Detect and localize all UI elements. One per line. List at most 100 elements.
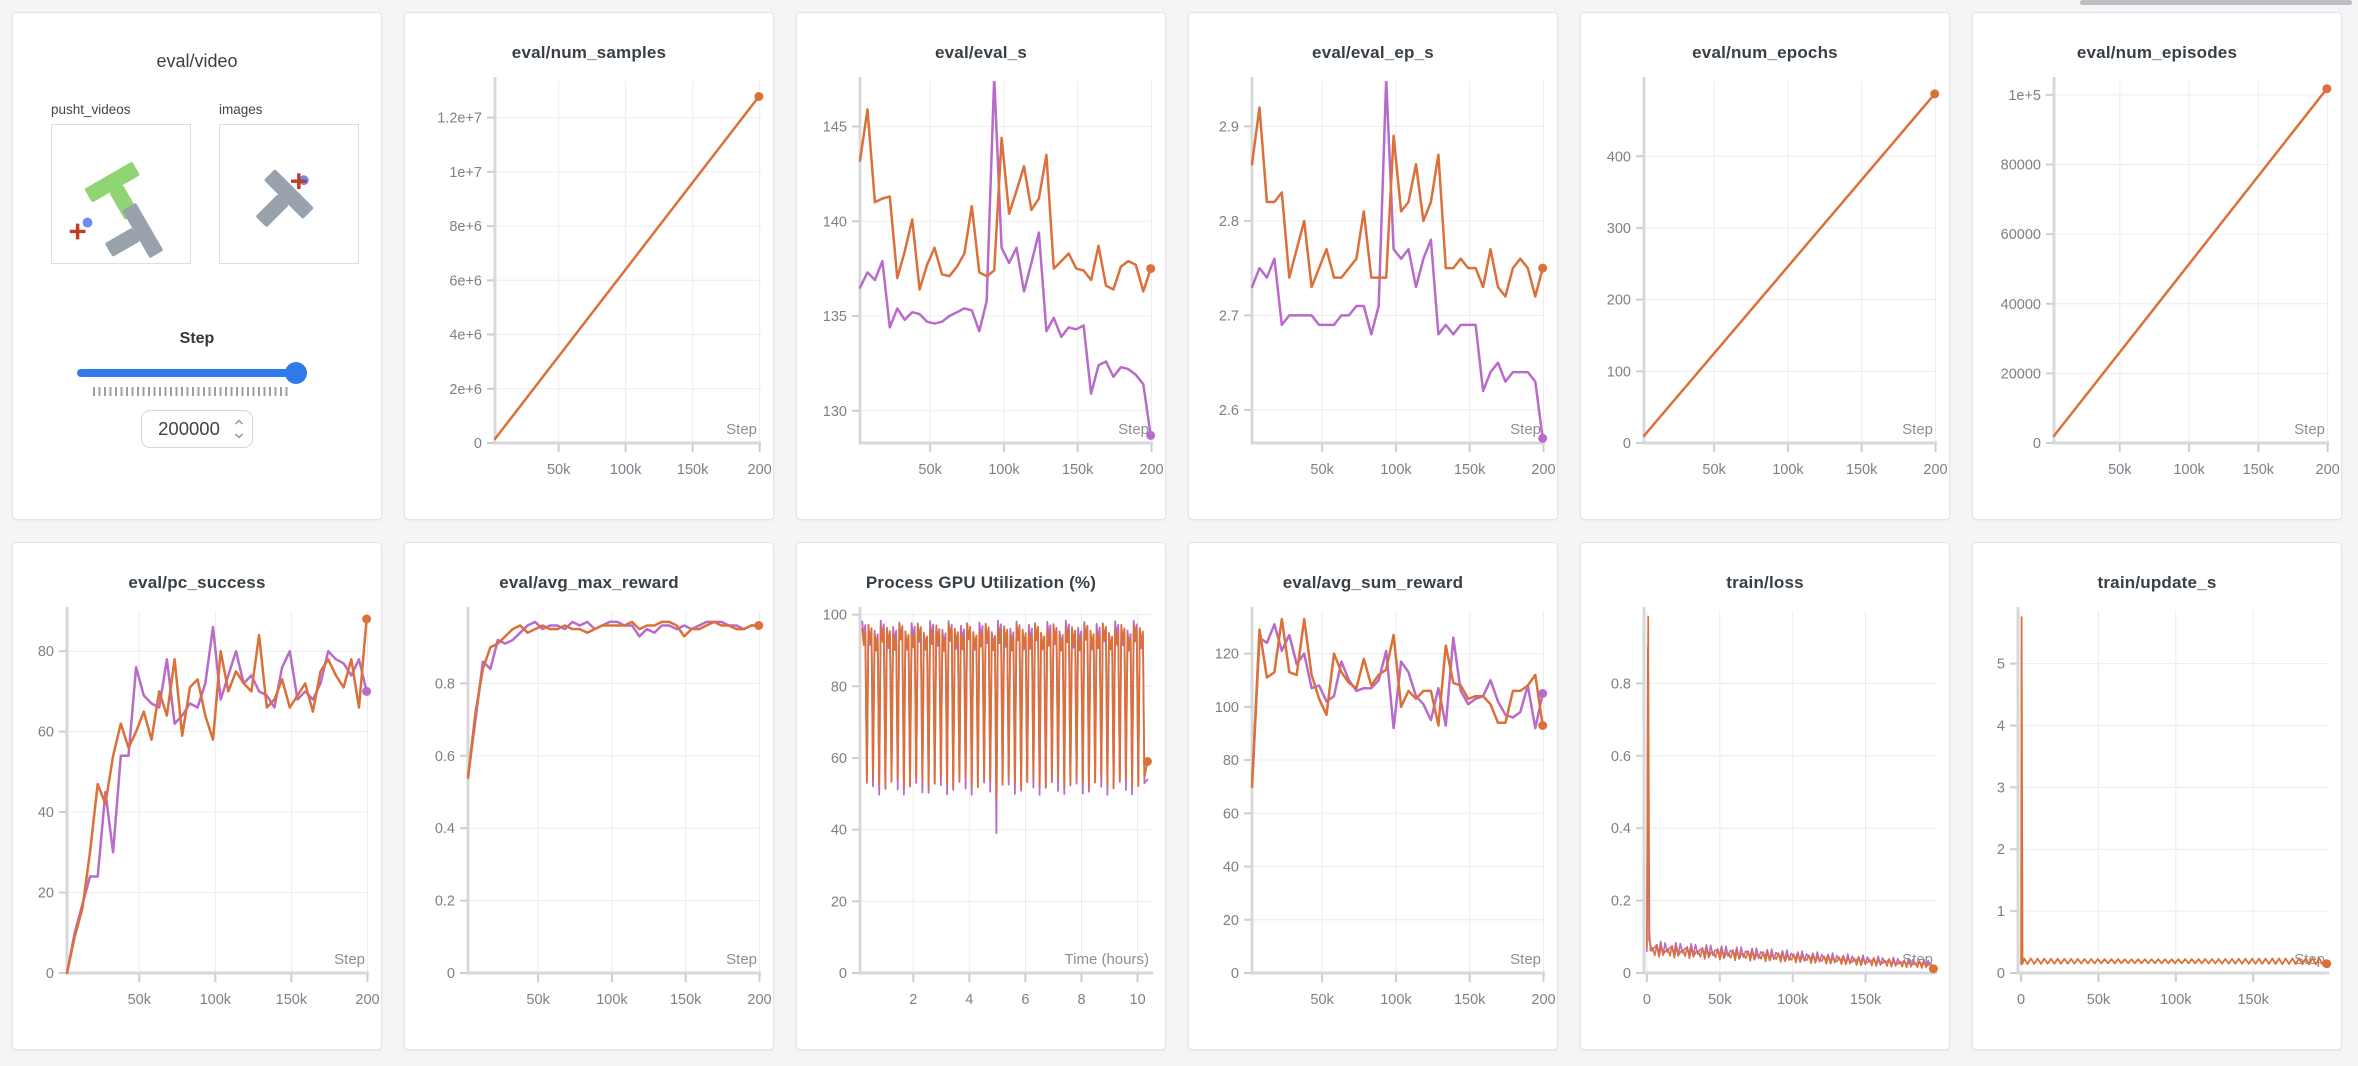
svg-text:140: 140: [823, 214, 847, 230]
panel-train-loss: train/loss 0 0.2 0.4 0.6 0.8 0 50k 100k 150k Step: [1580, 542, 1950, 1050]
agent-dot: [82, 217, 93, 228]
svg-text:40: 40: [831, 823, 847, 839]
chart-title: Process GPU Utilization (%): [865, 573, 1097, 592]
svg-text:0.8: 0.8: [1611, 676, 1631, 692]
images-scene-image: [256, 169, 314, 227]
svg-text:150k: 150k: [1062, 462, 1094, 478]
svg-text:50k: 50k: [1708, 992, 1732, 1008]
svg-text:50k: 50k: [2108, 462, 2132, 478]
svg-text:0: 0: [1231, 966, 1239, 982]
chart-canvas-eval-avg-sum-reward[interactable]: 0 20 40 60 80 100 120 50k 100k 150k 200 Step: [1189, 595, 1557, 1039]
step-slider-tickmarks: [93, 387, 289, 396]
panel-eval-num-episodes: eval/num_episodes 0 20000 40000 60000 80000 1…: [1972, 12, 2342, 520]
svg-text:150k: 150k: [1846, 462, 1878, 478]
step-number-input[interactable]: [141, 410, 253, 448]
svg-text:2e+6: 2e+6: [449, 382, 482, 398]
panel-eval-eval-s: eval/eval_s 130 135 140 145 50k 100k 150k 200 St…: [796, 12, 1166, 520]
svg-text:50k: 50k: [1310, 462, 1334, 478]
svg-text:0: 0: [1643, 992, 1651, 1008]
svg-text:10: 10: [1130, 992, 1146, 1008]
svg-text:130: 130: [823, 404, 847, 420]
chevron-up-icon[interactable]: [234, 418, 244, 426]
chart-canvas-eval-eval-s[interactable]: 130 135 140 145 50k 100k 150k 200 Step: [797, 65, 1165, 509]
svg-text:40: 40: [1223, 860, 1239, 876]
step-slider[interactable]: [77, 362, 307, 384]
svg-text:60: 60: [38, 725, 54, 741]
chart-title: eval/avg_sum_reward: [1282, 573, 1464, 592]
chart-canvas-gpu-utilization[interactable]: 0 20 40 60 80 100 2 4 6 8 10 Time (hours): [797, 595, 1165, 1039]
panel-train-update-s: train/update_s 0 1 2 3 4 5 0 50k 100k 150k Step: [1972, 542, 2342, 1050]
svg-text:1.2e+7: 1.2e+7: [437, 111, 482, 127]
svg-text:100k: 100k: [200, 992, 232, 1008]
chart-canvas-eval-eval-ep-s[interactable]: 2.6 2.7 2.8 2.9 50k 100k 150k 200 Step: [1189, 65, 1557, 509]
svg-text:Time (hours): Time (hours): [1065, 951, 1149, 968]
svg-text:1: 1: [1997, 904, 2005, 920]
svg-text:40: 40: [38, 805, 54, 821]
svg-text:100k: 100k: [610, 462, 642, 478]
horizontal-scrollbar-thumb[interactable]: [2080, 0, 2352, 5]
chart-canvas-eval-num-samples[interactable]: 0 2e+6 4e+6 6e+6 8e+6 1e+7 1.2e+7 50k 100k 150k 20…: [405, 65, 773, 509]
images-thumb-label: images: [219, 102, 263, 117]
panel-eval-num-epochs: eval/num_epochs 0 100 200 300 400 50k 100k 150k…: [1580, 12, 1950, 520]
panel-eval-pc-success: eval/pc_success 0 20 40 60 80 50k 100k 150k 200 S…: [12, 542, 382, 1050]
svg-text:60: 60: [1223, 806, 1239, 822]
svg-text:0: 0: [1623, 966, 1631, 982]
svg-text:100k: 100k: [1380, 992, 1412, 1008]
step-slider-track[interactable]: [77, 369, 305, 377]
chart-title: eval/eval_s: [934, 43, 1027, 62]
chart-canvas-eval-num-episodes[interactable]: 0 20000 40000 60000 80000 1e+5 50k 100k 150k 200 S…: [1973, 65, 2341, 509]
svg-text:0.6: 0.6: [1611, 749, 1631, 765]
svg-text:Step: Step: [726, 951, 757, 968]
svg-text:0.2: 0.2: [1611, 894, 1631, 910]
svg-text:200: 200: [1607, 293, 1631, 309]
svg-text:145: 145: [823, 119, 847, 135]
svg-text:2.6: 2.6: [1219, 403, 1239, 419]
svg-text:2.8: 2.8: [1219, 214, 1239, 230]
svg-text:50k: 50k: [526, 992, 550, 1008]
svg-text:100: 100: [1215, 700, 1239, 716]
svg-text:Step: Step: [1118, 421, 1149, 438]
svg-text:8e+6: 8e+6: [449, 219, 482, 235]
chevron-down-icon[interactable]: [234, 432, 244, 440]
svg-text:2.7: 2.7: [1219, 308, 1239, 324]
svg-text:0.6: 0.6: [435, 749, 455, 765]
svg-text:Step: Step: [2294, 421, 2325, 438]
goal-cross-icon: [69, 223, 86, 240]
svg-text:50k: 50k: [128, 992, 152, 1008]
svg-text:150k: 150k: [2237, 992, 2269, 1008]
chart-canvas-eval-num-epochs[interactable]: 0 100 200 300 400 50k 100k 150k 200 Step: [1581, 65, 1949, 509]
svg-text:100k: 100k: [1380, 462, 1412, 478]
step-slider-label: Step: [179, 330, 215, 347]
images-thumbnail[interactable]: [219, 124, 359, 264]
svg-text:200: 200: [1531, 992, 1555, 1008]
svg-text:150k: 150k: [2243, 462, 2275, 478]
svg-text:50k: 50k: [2087, 992, 2111, 1008]
svg-text:6: 6: [1021, 992, 1029, 1008]
svg-text:200: 200: [747, 992, 771, 1008]
svg-text:Step: Step: [726, 421, 757, 438]
chart-canvas-eval-avg-max-reward[interactable]: 0 0.2 0.4 0.6 0.8 50k 100k 150k 200 Step: [405, 595, 773, 1039]
svg-text:20: 20: [38, 886, 54, 902]
svg-text:50k: 50k: [1310, 992, 1334, 1008]
svg-text:2: 2: [909, 992, 917, 1008]
svg-text:Step: Step: [1510, 421, 1541, 438]
svg-text:0.4: 0.4: [435, 821, 455, 837]
svg-text:8: 8: [1077, 992, 1085, 1008]
svg-text:135: 135: [823, 309, 847, 325]
t-object-gray: [256, 169, 314, 227]
pusht-video-thumbnail[interactable]: [51, 124, 191, 264]
step-stepper[interactable]: [234, 418, 244, 440]
svg-text:100k: 100k: [1777, 992, 1809, 1008]
chart-title: eval/avg_max_reward: [499, 573, 679, 592]
pusht-scene-image: [69, 162, 163, 258]
svg-text:4e+6: 4e+6: [449, 328, 482, 344]
svg-text:100: 100: [823, 608, 847, 624]
step-slider-knob[interactable]: [285, 362, 307, 384]
chart-canvas-eval-pc-success[interactable]: 0 20 40 60 80 50k 100k 150k 200 Step: [13, 595, 381, 1039]
svg-text:80: 80: [1223, 753, 1239, 769]
svg-text:40000: 40000: [2001, 297, 2041, 313]
svg-text:200: 200: [355, 992, 379, 1008]
goal-cross-icon: [290, 173, 307, 190]
